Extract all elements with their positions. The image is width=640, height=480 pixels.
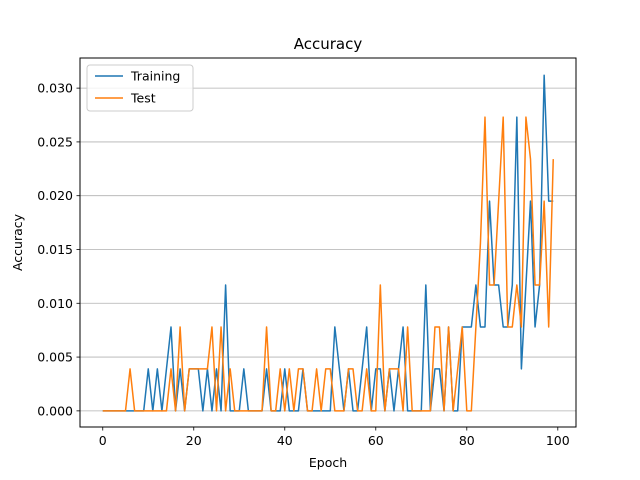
- legend: Training Test: [86, 64, 194, 112]
- x-tick-label: 60: [368, 433, 384, 448]
- x-tick-label: 40: [277, 433, 293, 448]
- x-tick-label: 20: [186, 433, 202, 448]
- y-tick-label: 0.025: [37, 134, 73, 149]
- series-line-test: [102, 116, 554, 412]
- series-layer: [102, 74, 554, 412]
- y-tick-label: 0.030: [37, 81, 73, 96]
- y-tick-label: 0.000: [37, 403, 73, 418]
- y-tick-label: 0.015: [37, 242, 73, 257]
- y-tick-label: 0.020: [37, 188, 73, 203]
- x-tick-label: 0: [99, 433, 107, 448]
- y-tick-label: 0.010: [37, 296, 73, 311]
- legend-label-training: Training: [130, 69, 180, 84]
- y-tick-label: 0.005: [37, 350, 73, 365]
- chart-title: Accuracy: [294, 35, 363, 53]
- plot-frame: [79, 57, 577, 428]
- y-axis-title: Accuracy: [10, 213, 25, 271]
- legend-label-test: Test: [130, 91, 156, 106]
- series-line-training: [102, 74, 554, 412]
- x-tick-label: 100: [546, 433, 570, 448]
- x-axis-title: Epoch: [309, 455, 347, 470]
- tick-layer: 0.000 0.005 0.010 0.015 0.020 0.025 0.030 0 20 40…: [37, 81, 570, 448]
- x-tick-label: 80: [459, 433, 475, 448]
